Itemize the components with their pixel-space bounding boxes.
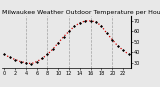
Text: Milwaukee Weather Outdoor Temperature per Hour (Last 24 Hours): Milwaukee Weather Outdoor Temperature pe… [2, 10, 160, 15]
